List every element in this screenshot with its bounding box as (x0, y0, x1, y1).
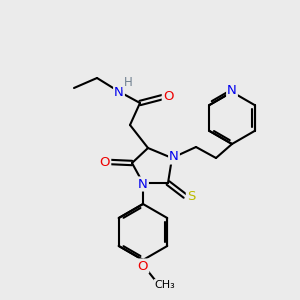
Text: H: H (124, 76, 132, 89)
Text: O: O (138, 260, 148, 272)
Text: CH₃: CH₃ (154, 280, 176, 290)
Text: S: S (187, 190, 195, 203)
Text: N: N (227, 85, 237, 98)
Text: N: N (138, 178, 148, 190)
Text: N: N (114, 85, 124, 98)
Text: N: N (169, 151, 179, 164)
Text: O: O (163, 89, 173, 103)
Text: O: O (100, 155, 110, 169)
